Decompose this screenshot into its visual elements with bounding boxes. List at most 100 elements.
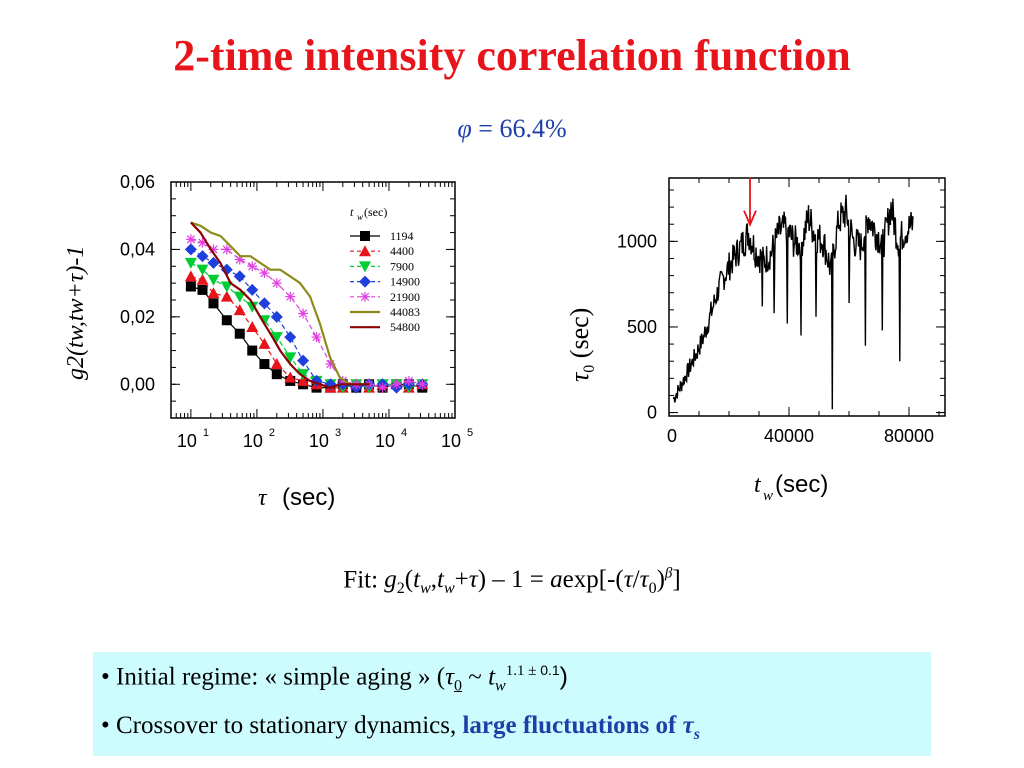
fit-formula: g2(tw,tw+τ) – 1 = aexp[-(τ/τ0)β] bbox=[384, 566, 681, 598]
chart1-point-21900-stroke bbox=[378, 383, 387, 392]
chart1-legend-label-14900: 14900 bbox=[390, 275, 420, 289]
chart1-point-21900 bbox=[417, 379, 428, 390]
chart1-legend-marker-21900 bbox=[360, 291, 370, 302]
chart1-point-14900 bbox=[246, 283, 259, 296]
chart1-xlabel-symbol: τ bbox=[258, 485, 268, 511]
chart1-series-line-44083 bbox=[190, 221, 370, 386]
chart1-legend-marker-4400 bbox=[359, 245, 371, 257]
chart1-xtick-label: 10 bbox=[375, 431, 395, 451]
chart2-xlabel-unit: (sec) bbox=[775, 471, 828, 498]
chart1-point-7900 bbox=[196, 264, 209, 276]
chart1-point-1194 bbox=[197, 284, 208, 295]
volume-fraction-label: φ = 66.4% bbox=[0, 114, 1024, 144]
chart1-point-7900 bbox=[233, 291, 246, 303]
chart1-xlabel-unit: (sec) bbox=[282, 484, 335, 511]
chart1-point-1194 bbox=[259, 359, 270, 370]
chart1-point-4400 bbox=[258, 337, 271, 349]
chart1-point-21900-stroke bbox=[186, 235, 196, 244]
chart1-point-14900 bbox=[196, 250, 209, 263]
chart1-point-21900-stroke bbox=[404, 376, 414, 386]
slide-title: 2-time intensity correlation function bbox=[173, 31, 851, 80]
chart1-point-7900 bbox=[297, 369, 310, 381]
chart1-legend-label-44083: 44083 bbox=[390, 305, 420, 319]
chart1-point-14900 bbox=[207, 256, 220, 269]
chart1-point-14900 bbox=[184, 243, 197, 256]
chart1-point-21900 bbox=[285, 291, 296, 302]
chart1-point-4400 bbox=[284, 371, 297, 383]
chart2-frame bbox=[668, 177, 946, 417]
chart1-point-1194 bbox=[234, 328, 245, 339]
chart1-ylabel: g2(tw,tw+τ)-1 bbox=[63, 246, 89, 380]
chart1-point-4400 bbox=[220, 290, 233, 302]
chart2-ytick-label: 500 bbox=[627, 317, 657, 337]
chart1-point-14900 bbox=[258, 297, 271, 310]
chart1-point-21900-stroke bbox=[392, 380, 401, 389]
chart1-point-21900-stroke bbox=[418, 380, 427, 389]
chart2-ytick-label: 0 bbox=[647, 403, 657, 423]
chart1-point-21900-stroke bbox=[286, 292, 295, 301]
chart1-point-14900 bbox=[297, 354, 310, 367]
chart1-point-21900 bbox=[234, 254, 245, 265]
chart1-point-21900 bbox=[247, 261, 258, 272]
chart1-legend-marker-1194 bbox=[360, 231, 370, 241]
chart1-point-7900 bbox=[184, 257, 197, 269]
chart1-point-21900-stroke bbox=[209, 245, 218, 254]
chart1-point-4400 bbox=[297, 374, 310, 386]
chart1-point-1194 bbox=[271, 369, 282, 380]
chart1-point-21900 bbox=[185, 234, 196, 245]
chart1-point-21900 bbox=[311, 332, 322, 343]
chart1-point-21900 bbox=[298, 308, 309, 319]
chart1-legend-marker-14900 bbox=[359, 275, 371, 288]
chart1-point-4400 bbox=[270, 358, 283, 370]
chart1-point-21900-stroke bbox=[222, 245, 231, 254]
chart2-series-line bbox=[672, 194, 914, 410]
fit-equation: Fit: g2(tw,tw+τ) – 1 = aexp[-(τ/τ0)β] bbox=[0, 566, 1024, 598]
chart1-point-1194 bbox=[221, 315, 232, 326]
chart1-ytick-label: 0,06 bbox=[120, 172, 155, 192]
chart1-point-7900 bbox=[270, 332, 283, 344]
chart1-point-21900-stroke bbox=[312, 332, 321, 342]
chart2-ytick-label: 1000 bbox=[617, 231, 657, 251]
chart1-legend-header-unit: (sec) bbox=[364, 205, 387, 219]
chart1-xtick-label: 10 bbox=[177, 431, 197, 451]
chart1-xtick-label: 10 bbox=[441, 431, 461, 451]
chart1-point-21900 bbox=[221, 244, 232, 255]
chart1-legend-label-21900: 21900 bbox=[390, 290, 420, 304]
chart1-legend-label-1194: 1194 bbox=[390, 229, 414, 243]
chart1-point-21900 bbox=[403, 375, 414, 386]
chart2-xtick-label: 0 bbox=[667, 426, 677, 446]
chart2-xtick-label: 40000 bbox=[764, 426, 814, 446]
chart1-legend-marker-7900 bbox=[359, 261, 371, 273]
chart1-point-21900 bbox=[391, 379, 402, 390]
chart1-point-14900 bbox=[270, 310, 283, 323]
chart1-point-14900 bbox=[233, 270, 246, 283]
chart1-legend-label-4400: 4400 bbox=[390, 244, 414, 258]
chart1-xtick-label: 10 bbox=[243, 431, 263, 451]
chart1-legend-label-7900: 7900 bbox=[390, 259, 414, 273]
chart2-arrow-head bbox=[743, 210, 757, 227]
phi-symbol: φ bbox=[457, 114, 472, 143]
chart1-point-21900-stroke bbox=[272, 278, 281, 288]
chart1-point-14900 bbox=[220, 263, 233, 276]
chart1-point-21900 bbox=[259, 268, 270, 279]
chart1-legend-header: t bbox=[350, 205, 354, 219]
chart1-point-1194 bbox=[185, 281, 196, 292]
chart2-xlabel-symbol: t bbox=[754, 472, 762, 498]
notes-box: • Initial regime: « simple aging » (τ0 ~… bbox=[93, 652, 931, 756]
charts-canvas: 0,06 0,04 0,02 0,00 10 1 10 2 10 3 10 4 10 5 τ (sec) g2(… bbox=[63, 172, 946, 511]
chart1-xtick-exponent: 1 bbox=[203, 427, 209, 439]
chart2-xlabel-sub: w bbox=[763, 488, 773, 504]
chart1-point-7900 bbox=[207, 274, 220, 286]
chart1-point-7900 bbox=[220, 281, 233, 293]
chart1-xtick-label: 10 bbox=[309, 431, 329, 451]
chart1-point-4400 bbox=[233, 304, 246, 316]
chart1-xtick-exponent: 3 bbox=[335, 427, 341, 439]
chart1-xtick-exponent: 2 bbox=[269, 427, 275, 439]
chart1-xtick-exponent: 4 bbox=[401, 427, 407, 439]
chart1-series-line-54800 bbox=[190, 221, 370, 389]
chart1-ytick-label: 0,00 bbox=[120, 374, 155, 394]
chart1-point-4400 bbox=[246, 320, 259, 332]
chart1-legend-header-sub: w bbox=[357, 212, 363, 222]
chart1-point-1194 bbox=[208, 298, 219, 309]
note-line-2: • Crossover to stationary dynamics, larg… bbox=[101, 712, 700, 743]
